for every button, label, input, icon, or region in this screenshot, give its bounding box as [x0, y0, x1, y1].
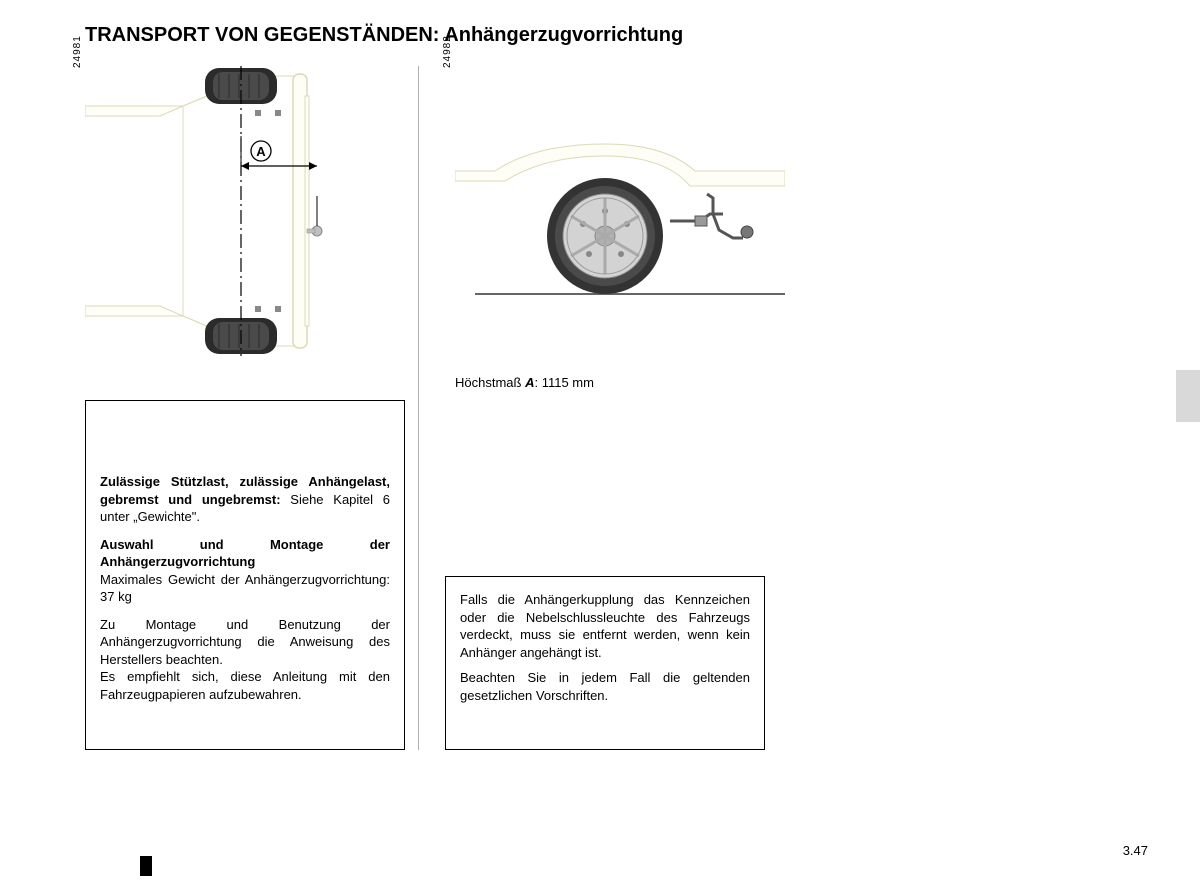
svg-text:A: A	[256, 144, 266, 159]
figure-1-id: 24981	[72, 35, 83, 68]
page-number: 3.47	[1123, 843, 1148, 858]
right-p1: Falls die Anhängerkupplung das Kennzeich…	[460, 591, 750, 661]
left-bold-2: Auswahl und Montage der Anhängerzugvorri…	[100, 537, 390, 570]
dimension-text: Höchstmaß A: 1115 mm	[455, 375, 594, 390]
title-main: TRANSPORT VON GEGENSTÄNDEN:	[85, 24, 439, 46]
footer-mark	[140, 856, 152, 876]
column-divider	[418, 66, 419, 750]
figure-2	[455, 66, 785, 356]
side-tab	[1176, 370, 1200, 422]
page-title: TRANSPORT VON GEGENSTÄNDEN: Anhängerzugv…	[85, 24, 683, 47]
dim-suffix: : 1115 mm	[534, 375, 593, 390]
left-text-2: Maximales Gewicht der Anhängerzugvorrich…	[100, 572, 390, 605]
figure-2-id: 24982	[442, 35, 453, 68]
info-box-left: Zulässige Stützlast, zulässige Anhängela…	[85, 400, 405, 750]
figure-1: A	[85, 66, 395, 356]
left-text-3: Zu Montage und Benutzung der Anhängerzug…	[100, 617, 390, 667]
info-box-right: Falls die Anhängerkupplung das Kennzeich…	[445, 576, 765, 750]
left-text-4: Es empfiehlt sich, diese Anleitung mit d…	[100, 669, 390, 702]
title-sub: Anhängerzugvorrichtung	[439, 24, 683, 46]
right-p2: Beachten Sie in jedem Fall die geltenden…	[460, 669, 750, 704]
dim-prefix: Höchstmaß	[455, 375, 525, 390]
